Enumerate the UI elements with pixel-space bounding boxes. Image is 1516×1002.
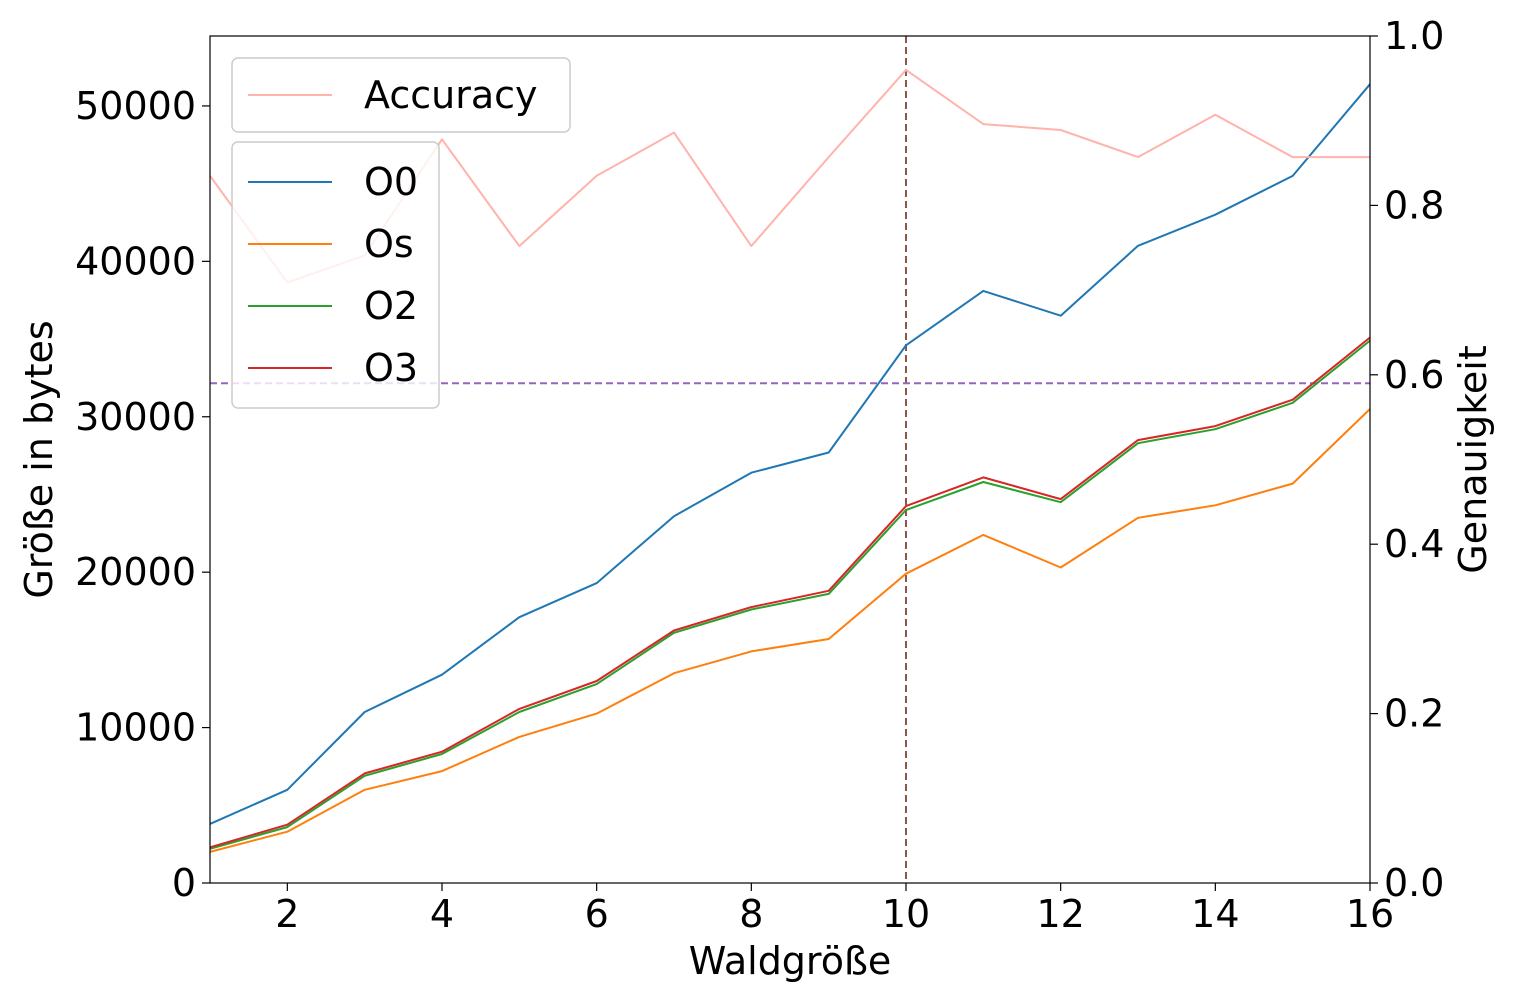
legend-label: O0 bbox=[364, 160, 418, 204]
y-tick-label: 0 bbox=[172, 861, 196, 905]
y-axis-left: 0 10000 20000 30000 40000 50000 bbox=[75, 84, 210, 905]
x-tick-label: 14 bbox=[1191, 892, 1239, 936]
x-axis: 2 4 6 8 10 12 14 16 bbox=[275, 883, 1394, 936]
legend-label: Accuracy bbox=[364, 73, 538, 117]
y-tick-label: 40000 bbox=[75, 239, 196, 283]
series-line-o2 bbox=[209, 339, 1371, 850]
x-tick-label: 12 bbox=[1036, 892, 1084, 936]
x-tick-label: 4 bbox=[430, 892, 454, 936]
series-line-o0 bbox=[209, 83, 1371, 825]
x-tick-label: 16 bbox=[1346, 892, 1394, 936]
series-line-os bbox=[209, 408, 1371, 853]
y-tick-label: 50000 bbox=[75, 84, 196, 128]
legend-label: O2 bbox=[364, 284, 418, 328]
y2-tick-label: 0.0 bbox=[1384, 861, 1444, 905]
legend-label: O3 bbox=[364, 346, 418, 390]
y-tick-label: 20000 bbox=[75, 550, 196, 594]
x-tick-label: 2 bbox=[275, 892, 299, 936]
y2-tick-label: 0.6 bbox=[1384, 353, 1444, 397]
y-tick-label: 30000 bbox=[75, 395, 196, 439]
legend-label: Os bbox=[364, 222, 414, 266]
plot-frame bbox=[209, 35, 1371, 884]
legend-box bbox=[231, 57, 571, 133]
legend-accuracy: Accuracy bbox=[231, 57, 571, 133]
y2-axis-label: Genauigkeit bbox=[1451, 345, 1495, 573]
y2-tick-label: 0.8 bbox=[1384, 183, 1444, 227]
y2-tick-label: 0.2 bbox=[1384, 692, 1444, 736]
y-axis-label: Größe in bytes bbox=[17, 320, 61, 598]
legend-box bbox=[231, 141, 440, 409]
series-line-o3 bbox=[209, 336, 1371, 849]
legend-optimization-levels: O0 Os O2 O3 bbox=[231, 141, 440, 409]
x-tick-label: 8 bbox=[739, 892, 763, 936]
y-tick-label: 10000 bbox=[75, 706, 196, 750]
y-axis-right: 0.0 0.2 0.4 0.6 0.8 1.0 bbox=[1370, 14, 1444, 905]
x-axis-label: Waldgröße bbox=[689, 939, 892, 983]
y2-tick-label: 0.4 bbox=[1384, 522, 1444, 566]
y2-tick-label: 1.0 bbox=[1384, 14, 1444, 58]
x-tick-label: 10 bbox=[882, 892, 930, 936]
x-tick-label: 6 bbox=[585, 892, 609, 936]
